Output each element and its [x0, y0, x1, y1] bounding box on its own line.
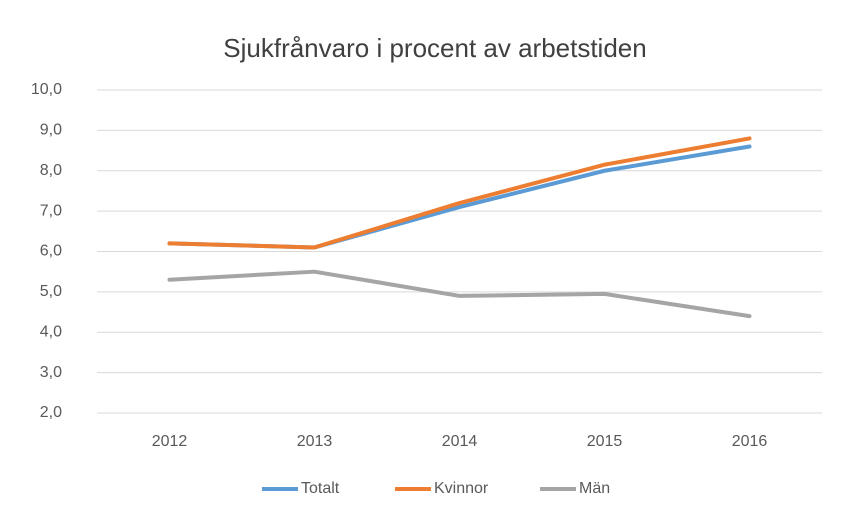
x-tick-label: 2012 [152, 433, 188, 450]
legend-label: Män [579, 480, 610, 497]
y-tick-label: 3,0 [40, 364, 62, 381]
series-line [167, 269, 752, 319]
x-tick-label: 2015 [587, 433, 623, 450]
y-tick-label: 8,0 [40, 162, 62, 179]
series-line [167, 136, 752, 250]
y-tick-label: 6,0 [40, 243, 62, 260]
y-tick-label: 5,0 [40, 283, 62, 300]
x-tick-label: 2013 [297, 433, 333, 450]
y-tick-label: 10,0 [31, 81, 62, 98]
x-tick-label: 2016 [732, 433, 768, 450]
chart-title: Sjukfrånvaro i procent av arbetstiden [223, 33, 646, 63]
y-tick-label: 4,0 [40, 323, 62, 340]
legend-label: Kvinnor [434, 480, 489, 497]
x-tick-label: 2014 [442, 433, 478, 450]
y-tick-label: 2,0 [40, 404, 62, 421]
y-tick-label: 9,0 [40, 122, 62, 139]
legend-label: Totalt [301, 480, 340, 497]
y-tick-label: 7,0 [40, 202, 62, 219]
